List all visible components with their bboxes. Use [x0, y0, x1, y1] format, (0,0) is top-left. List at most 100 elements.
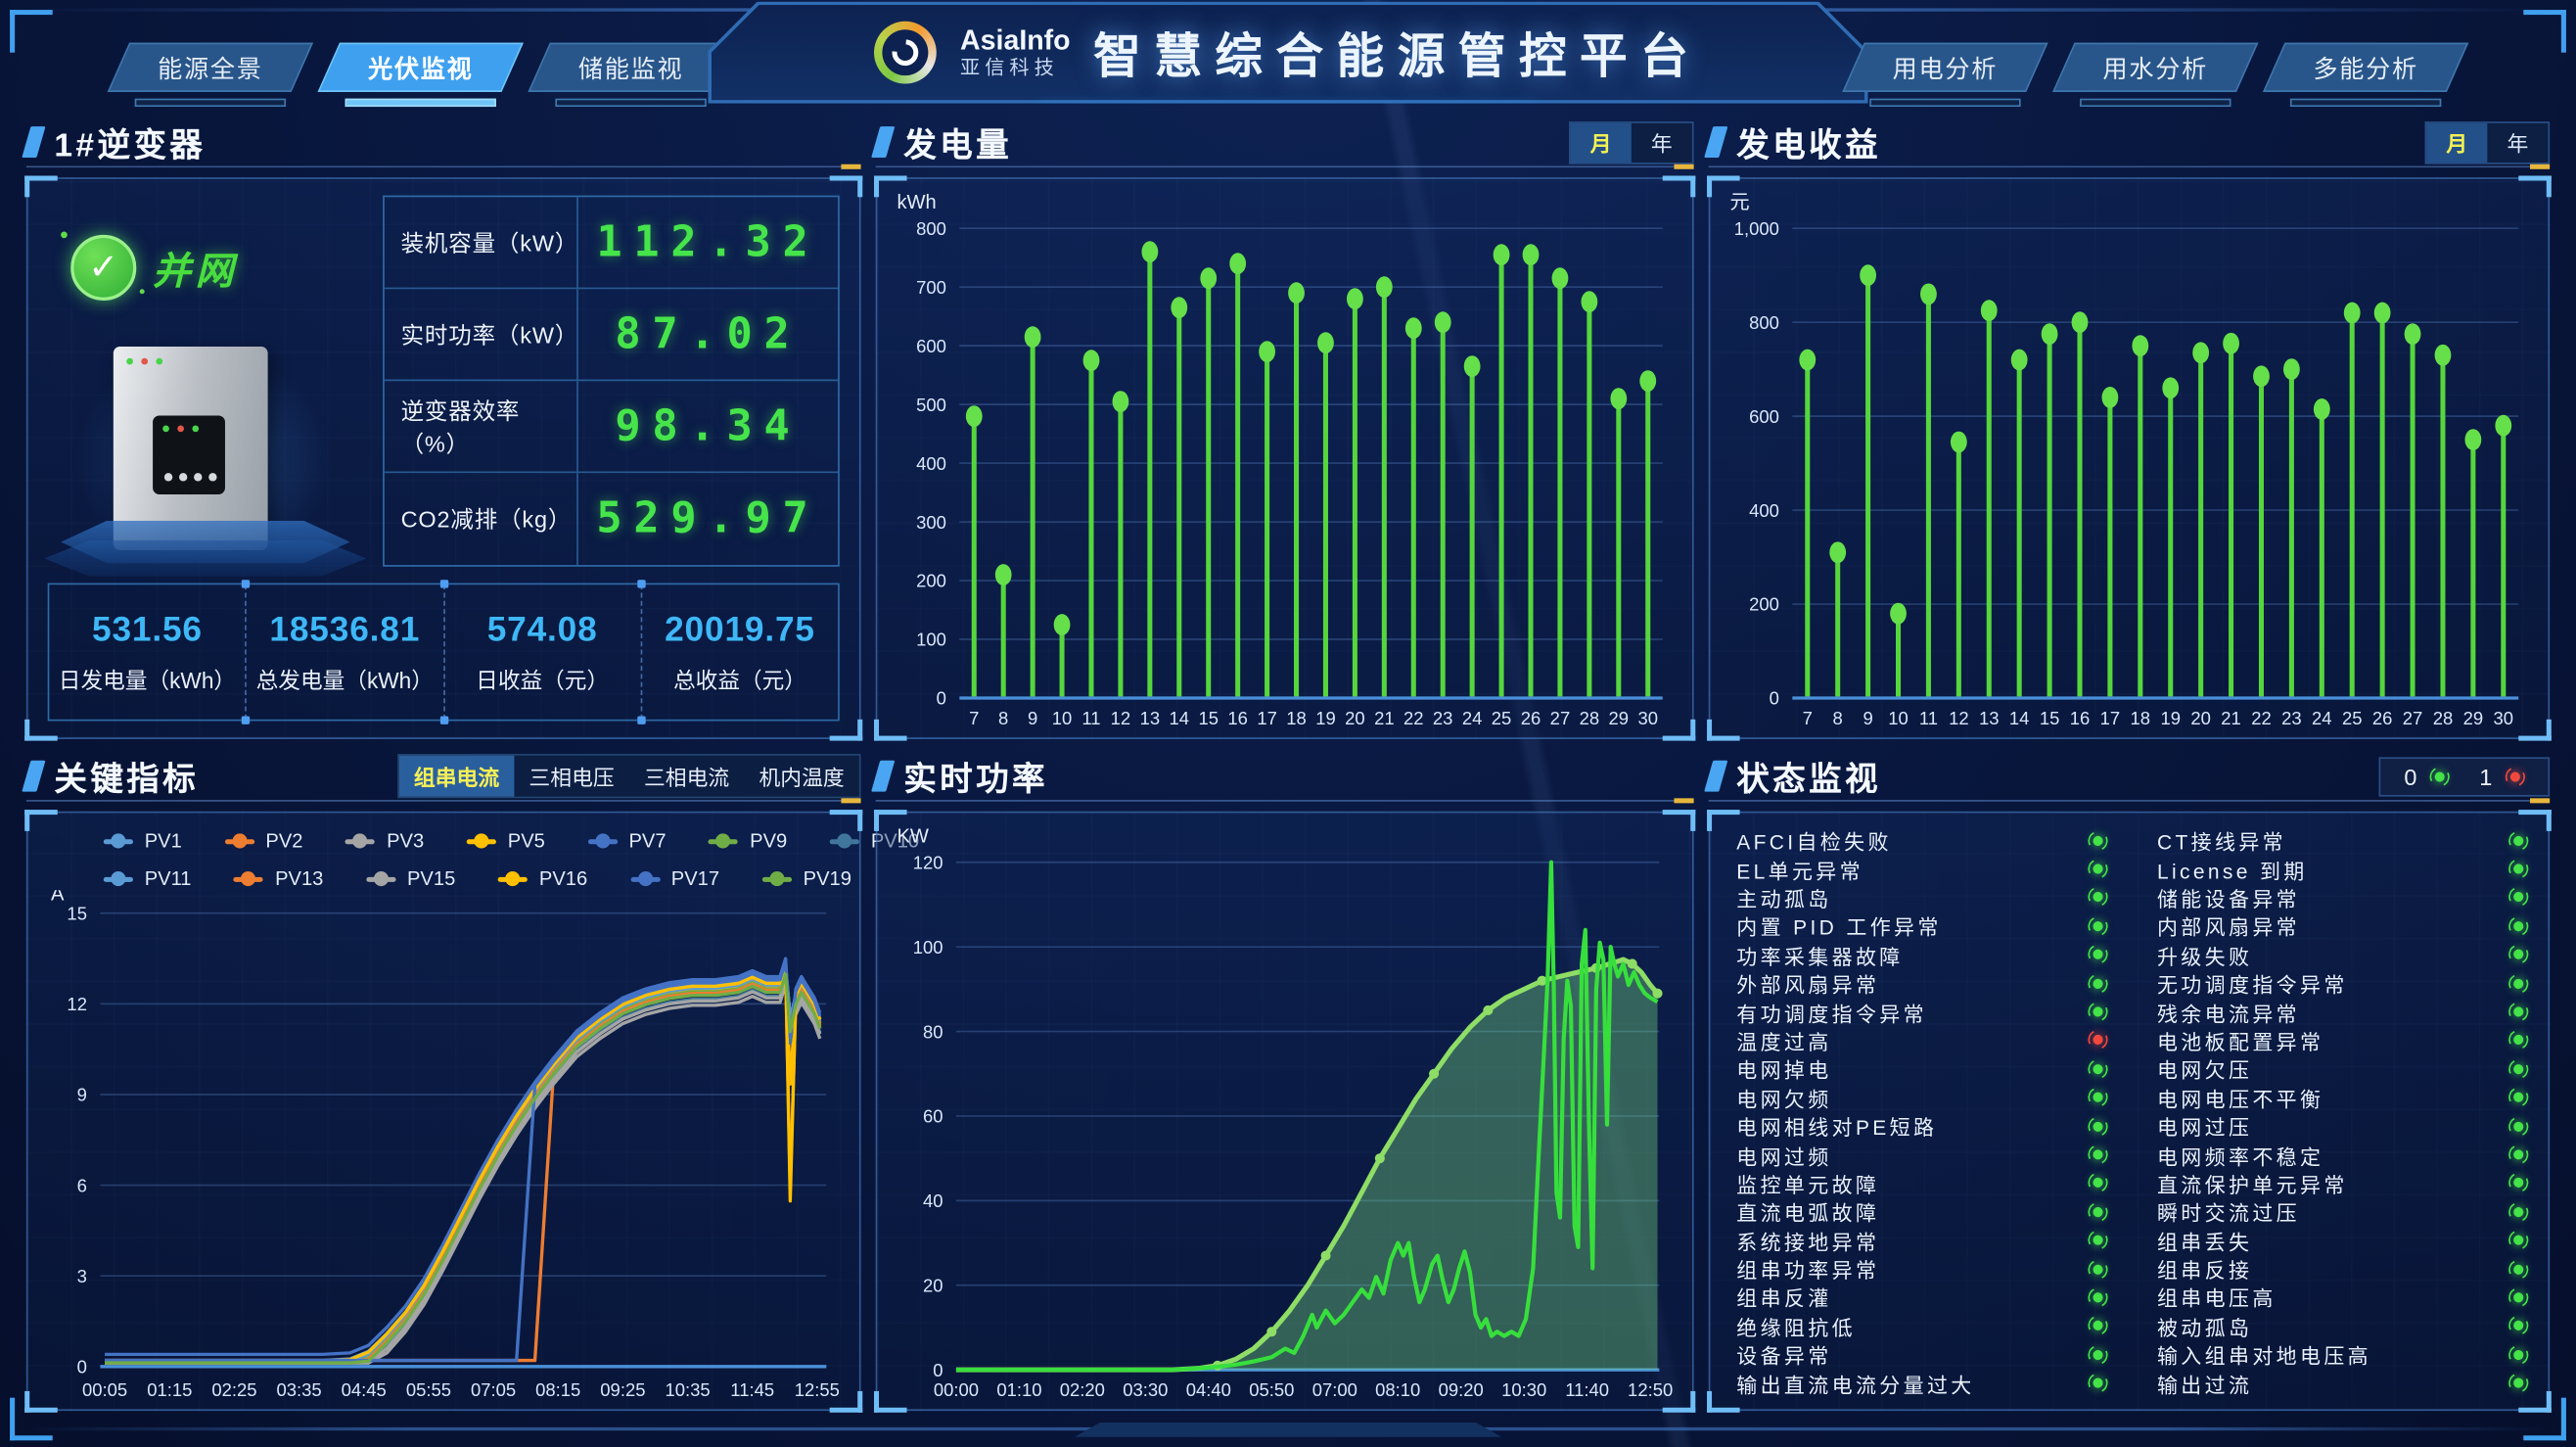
- svg-text:13: 13: [1979, 708, 2000, 728]
- green-dot-icon: [2085, 1142, 2111, 1168]
- svg-text:10:35: 10:35: [665, 1379, 710, 1400]
- generation-panel-title: 发电量: [903, 127, 1012, 164]
- legend-item-PV11[interactable]: PV11: [103, 867, 192, 890]
- status-label: 电网过频: [1736, 1145, 1832, 1169]
- legend-item-PV2[interactable]: PV2: [224, 829, 302, 853]
- legend-item-PV16[interactable]: PV16: [497, 867, 587, 890]
- period-button-月[interactable]: 月: [2426, 121, 2488, 163]
- tab-用水分析[interactable]: 用水分析: [2052, 42, 2259, 108]
- tab-underline: [555, 98, 707, 108]
- svg-text:200: 200: [1749, 594, 1779, 615]
- stat-value: 20019.75: [665, 610, 815, 648]
- legend-item-PV10[interactable]: PV10: [829, 829, 919, 853]
- legend-item-PV13[interactable]: PV13: [234, 867, 323, 890]
- tab-label: 用电分析: [1892, 56, 1999, 84]
- page-title: 智慧综合能源管控平台: [1093, 30, 1702, 84]
- legend-item-PV3[interactable]: PV3: [345, 829, 424, 853]
- metric-tab-组串电流[interactable]: 组串电流: [398, 755, 515, 797]
- tab-光伏监视[interactable]: 光伏监视: [317, 42, 524, 108]
- svg-text:15: 15: [67, 903, 87, 923]
- brand-name-cn: 亚信科技: [960, 55, 1059, 79]
- svg-text:03:30: 03:30: [1123, 1379, 1168, 1400]
- legend-label: PV15: [406, 866, 456, 891]
- legend-item-PV15[interactable]: PV15: [366, 867, 455, 890]
- status-row: 组串电压高: [2156, 1284, 2531, 1312]
- green-dot-icon: [2506, 942, 2531, 967]
- legend-marker-icon: [234, 876, 264, 882]
- panel-accent-icon: [1704, 760, 1728, 792]
- tab-多能分析[interactable]: 多能分析: [2262, 42, 2469, 108]
- key-metrics-title: 关键指标: [54, 762, 200, 799]
- legend-item-PV5[interactable]: PV5: [466, 829, 545, 853]
- svg-text:40: 40: [923, 1190, 943, 1211]
- grid-connected-label: 并网: [153, 250, 239, 293]
- status-label: 电网掉电: [1736, 1059, 1832, 1084]
- spec-value: 87.02: [577, 289, 839, 382]
- status-row: 监控单元故障: [1736, 1169, 2111, 1197]
- status-label: 组串功率异常: [1736, 1259, 1880, 1284]
- legend-marker-icon: [497, 876, 529, 882]
- legend-item-PV9[interactable]: PV9: [709, 829, 787, 853]
- status-legend-value: 0: [2404, 763, 2417, 790]
- tab-underline: [134, 98, 287, 108]
- svg-text:7: 7: [969, 708, 979, 728]
- svg-text:9: 9: [77, 1085, 87, 1105]
- metric-tab-三相电压[interactable]: 三相电压: [529, 765, 615, 790]
- svg-text:21: 21: [2221, 708, 2241, 728]
- tab-label: 光伏监视: [368, 56, 474, 84]
- period-button-年[interactable]: 年: [1650, 130, 1673, 156]
- green-dot-icon: [2506, 999, 2531, 1025]
- svg-text:800: 800: [1749, 312, 1779, 333]
- svg-text:11:45: 11:45: [730, 1379, 774, 1400]
- svg-text:18: 18: [1286, 708, 1307, 728]
- status-label: 电网欠压: [2156, 1059, 2253, 1084]
- panel-accent-icon: [22, 126, 46, 159]
- status-label: 功率采集器故障: [1736, 945, 1904, 969]
- legend-item-PV7[interactable]: PV7: [587, 829, 667, 853]
- stat-value: 574.08: [486, 610, 598, 648]
- status-label: 组串电压高: [2156, 1288, 2277, 1312]
- status-label: 内部风扇异常: [2156, 916, 2301, 941]
- spec-label: CO2减排（kg）: [385, 473, 578, 566]
- status-row: 组串反接: [2157, 1254, 2531, 1283]
- svg-text:80: 80: [923, 1021, 943, 1042]
- revenue-panel: 发电收益 月年 0 200 400 600 800 1,000 元 7 8 9 10 11 12 13 14…: [1704, 118, 2552, 741]
- status-row: 被动孤岛: [2157, 1312, 2531, 1340]
- svg-text:04:45: 04:45: [342, 1379, 387, 1400]
- legend-item-PV17[interactable]: PV17: [629, 867, 719, 890]
- green-dot-icon: [2506, 1199, 2531, 1225]
- svg-text:08:15: 08:15: [535, 1379, 580, 1400]
- metric-tab-机内温度[interactable]: 机内温度: [759, 765, 845, 790]
- key-metrics-tabs: 组串电流 三相电压 三相电流 机内温度: [397, 754, 861, 799]
- metric-tab-三相电流[interactable]: 三相电流: [643, 765, 730, 790]
- legend-item-PV1[interactable]: PV1: [103, 829, 182, 853]
- status-row: 输出过流: [2157, 1369, 2531, 1397]
- legend-item-PV19[interactable]: PV19: [761, 867, 851, 890]
- panel-accent-icon: [1704, 126, 1728, 159]
- status-legend-item: 0: [2404, 763, 2453, 790]
- svg-text:11: 11: [1919, 708, 1938, 728]
- inverter-panel-title: 1#逆变器: [54, 127, 207, 164]
- green-dot-icon: [2085, 1313, 2111, 1339]
- bottom-frame: [25, 1418, 2551, 1437]
- green-dot-icon: [2506, 885, 2531, 910]
- svg-text:26: 26: [2372, 708, 2393, 728]
- key-metrics-header: 关键指标 组串电流 三相电压 三相电流 机内温度: [22, 752, 861, 804]
- revenue-panel-title: 发电收益: [1736, 127, 1881, 164]
- svg-text:27: 27: [2403, 708, 2423, 728]
- green-dot-icon: [2506, 1284, 2531, 1310]
- svg-text:300: 300: [916, 512, 946, 533]
- status-label: 设备异常: [1736, 1345, 1832, 1369]
- key-metrics-panel: 关键指标 组串电流 三相电压 三相电流 机内温度 PV1 PV2 PV3 PV5 PV7 PV9…: [22, 752, 919, 1413]
- svg-text:9: 9: [1863, 708, 1872, 728]
- period-button-月[interactable]: 月: [1570, 121, 1632, 163]
- svg-text:11: 11: [1081, 708, 1100, 728]
- svg-text:07:00: 07:00: [1312, 1379, 1357, 1400]
- tab-用电分析[interactable]: 用电分析: [1842, 42, 2048, 108]
- period-button-年[interactable]: 年: [2507, 130, 2529, 156]
- inverter-device-image: [113, 346, 268, 551]
- tab-能源全景[interactable]: 能源全景: [107, 42, 314, 108]
- tab-储能监视[interactable]: 储能监视: [528, 42, 734, 108]
